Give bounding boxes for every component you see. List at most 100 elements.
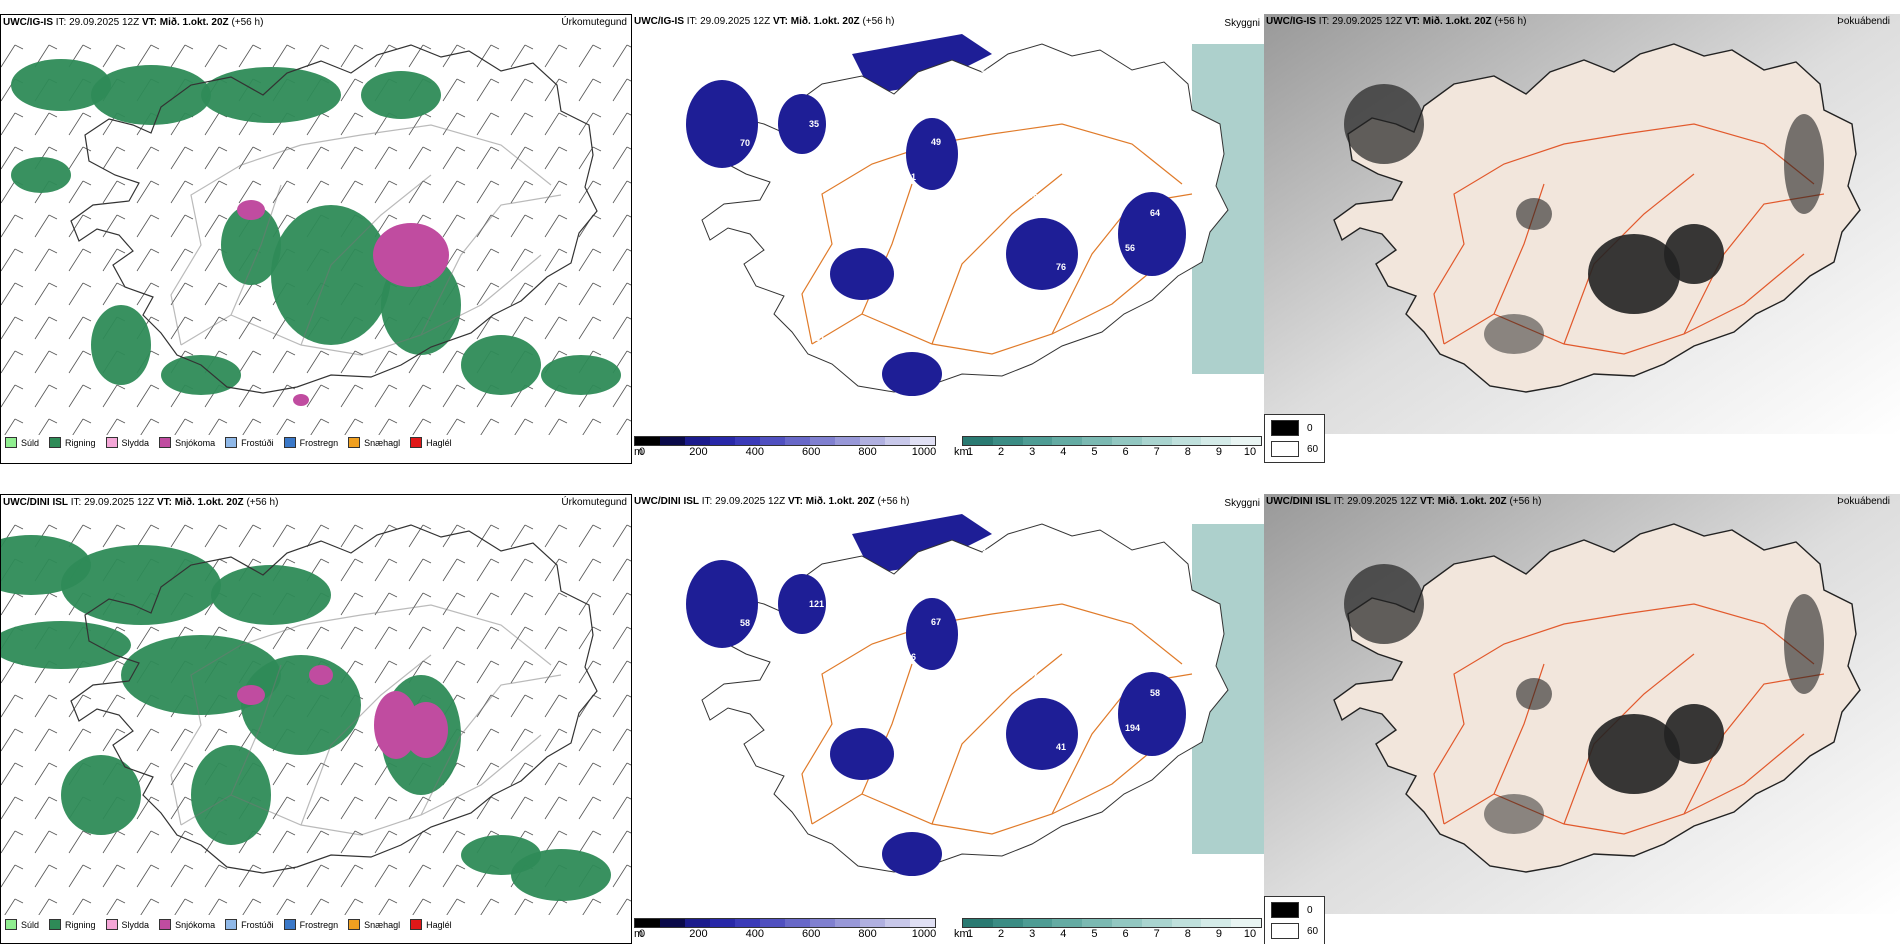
- precip-map: [1, 44, 631, 435]
- colorbar-tick-label: 4: [1060, 446, 1067, 458]
- panel-header: UWC/DINI ISL IT: 29.09.2025 12Z VT: Mið.…: [1266, 496, 1542, 507]
- colorbar-tick-label: 600: [802, 928, 821, 940]
- colorbar-swatch: [963, 437, 993, 445]
- colorbar-tick-label: 2: [998, 928, 1005, 940]
- iceland-coastline: [701, 43, 1229, 393]
- ceiling-value-label: 53: [1003, 705, 1013, 715]
- ceiling-value-label: 47: [737, 811, 747, 821]
- ceiling-value-label: 58: [740, 618, 750, 628]
- ceiling-value-label: 43: [1031, 777, 1041, 787]
- ceiling-value-label: 194: [1125, 723, 1140, 733]
- ceiling-value-label: 41: [1056, 742, 1066, 752]
- ceiling-value-label: 58: [1150, 688, 1160, 698]
- ceiling-value-label: 35: [887, 121, 897, 131]
- colorbar-tick-label: 6: [1122, 446, 1129, 458]
- fog-map: [1264, 494, 1900, 914]
- panel-header: UWC/IG-IS IT: 29.09.2025 12Z VT: Mið. 1.…: [1266, 16, 1527, 27]
- colorbar-swatch: [1111, 919, 1142, 927]
- colorbar-tick-label: 200: [689, 446, 708, 458]
- colorbar-tick-label: 1: [966, 446, 974, 458]
- ceiling-value-label: 101: [718, 280, 733, 290]
- ceiling-value-label: 49: [931, 137, 941, 147]
- ceiling-value-label: 48: [884, 794, 894, 804]
- ceiling-value-label: 51: [859, 829, 869, 839]
- legend-item-frostudi: Frostúði: [225, 919, 274, 930]
- colorbar-swatch: [1052, 437, 1083, 445]
- ceiling-value-label: 50: [1100, 758, 1110, 768]
- ceiling-value-label: 56: [1125, 243, 1135, 253]
- ceiling-value-label: 63: [737, 331, 747, 341]
- ceiling-value-label: 160: [1081, 227, 1096, 237]
- colorbar-swatch: [885, 919, 910, 927]
- ceiling-value-label: 54: [1153, 315, 1163, 325]
- colorbar-tick-label: 400: [745, 928, 764, 940]
- colorbar-swatch: [1171, 919, 1202, 927]
- colorbar-swatch: [660, 919, 685, 927]
- ceiling-value-label: 31: [815, 333, 825, 343]
- ceiling-value-label: 46: [1028, 190, 1038, 200]
- visibility-unit: km: [954, 446, 969, 458]
- ceiling-value-label: 134: [1100, 278, 1115, 288]
- road-network: [170, 604, 562, 836]
- colorbar-tick-label: 10: [1243, 928, 1257, 940]
- ceiling-value-label: 113: [712, 546, 727, 556]
- ceiling-value-label: 39: [884, 314, 894, 324]
- ceiling-value-label: 57: [1053, 635, 1063, 645]
- colorbar-swatch: [810, 437, 835, 445]
- ceiling-value-label: 50: [812, 226, 822, 236]
- ceiling-value-label: 70: [740, 138, 750, 148]
- visibility-panel-title: Skyggni: [1224, 498, 1260, 509]
- colorbar-tick-label: 800: [858, 928, 877, 940]
- ceiling-value-label: 240: [1128, 830, 1143, 840]
- fog-dense-areas: [1344, 564, 1824, 834]
- ceiling-value-label: 39: [981, 547, 991, 557]
- legend-item-snaehagl: Snæhagl: [348, 919, 400, 930]
- ceiling-value-label: 36: [790, 68, 800, 78]
- ceiling-value-label: 59: [981, 67, 991, 77]
- ceiling-value-label: 61: [906, 172, 916, 182]
- legend-item-frostudi: Frostúði: [225, 437, 274, 448]
- colorbar-swatch: [760, 437, 785, 445]
- colorbar-swatch: [1231, 437, 1261, 445]
- ceiling-value-label: 56: [959, 689, 969, 699]
- colorbar-swatch: [810, 919, 835, 927]
- colorbar-swatch: [685, 437, 710, 445]
- panel-header: UWC/IG-IS IT: 29.09.2025 12Z VT: Mið. 1.…: [634, 16, 895, 27]
- fog-panel-title: Þokuábendi: [1837, 496, 1890, 507]
- colorbar-tick-label: 5: [1091, 928, 1098, 940]
- fog-legend: 0 60: [1264, 896, 1326, 944]
- colorbar-swatch: [1082, 437, 1112, 445]
- ceiling-value-label: 139: [1006, 812, 1021, 822]
- fog-panel-title: Þokuábendi: [1837, 16, 1890, 27]
- ceiling-value-label: 31: [887, 601, 897, 611]
- colorbar-swatch: [910, 919, 935, 927]
- colorbar-swatch: [1082, 919, 1112, 927]
- visibility-panel-igis: UWC/IG-IS IT: 29.09.2025 12Z VT: Mið. 1.…: [632, 14, 1264, 464]
- ceiling-value-label: 879: [765, 583, 780, 593]
- colorbar-tick-label: 200: [689, 928, 708, 940]
- ceiling-value-label: 15: [984, 654, 994, 664]
- colorbar-swatch: [1201, 919, 1232, 927]
- road-network: [170, 124, 562, 356]
- iceland-coastline: [1333, 523, 1861, 873]
- fog-legend-item-0: 0: [1271, 420, 1318, 436]
- ceiling-value-label: 68: [762, 776, 772, 786]
- colorbar-swatch: [992, 437, 1023, 445]
- ceiling-colorbar: 0 200 400 600 800 1000 m: [634, 436, 936, 458]
- colorbar-tick-label: 3: [1029, 928, 1036, 940]
- iceland-coastline: [701, 523, 1229, 873]
- colorbar-swatch: [785, 919, 810, 927]
- colorbar-swatch: [710, 919, 735, 927]
- colorbar-swatch: [963, 919, 993, 927]
- visibility-colorbar: 1 2 3 4 5 6 7 8 9 10 km: [954, 918, 1262, 940]
- panel-header: UWC/IG-IS IT: 29.09.2025 12Z VT: Mið. 1.…: [3, 17, 264, 28]
- precip-legend: Súld Rigning Slydda Snjókoma Frostúði Fr…: [5, 437, 452, 448]
- ceiling-colorbar-strip: [634, 918, 936, 928]
- colorbar-swatch: [1022, 437, 1053, 445]
- colorbar-tick-label: 1000: [911, 928, 937, 940]
- ceiling-labels: 113 121 96 53 50 47 102 67 37 194 68 51 84 57 58 117 48 3…: [712, 546, 1163, 840]
- legend-item-frostregn: Frostregn: [283, 919, 338, 930]
- visibility-panel-dini: UWC/DINI ISL IT: 29.09.2025 12Z VT: Mið.…: [632, 494, 1264, 944]
- fog-legend: 0 60: [1264, 414, 1326, 463]
- ceiling-value-label: 63: [837, 191, 847, 201]
